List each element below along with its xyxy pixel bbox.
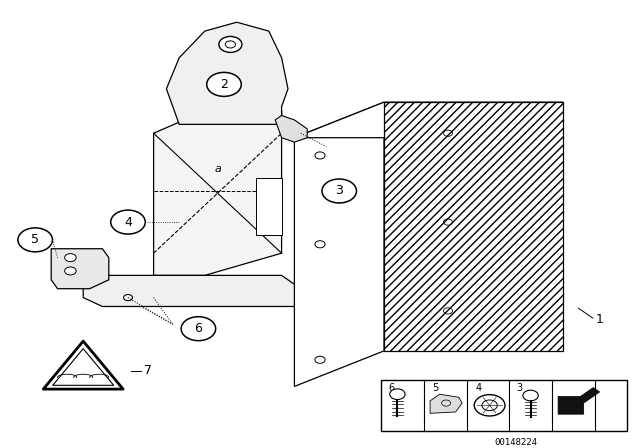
Circle shape (181, 317, 216, 340)
Circle shape (111, 210, 145, 234)
Circle shape (322, 179, 356, 203)
Text: 5: 5 (432, 383, 438, 393)
Text: 3: 3 (516, 383, 523, 393)
Text: 3: 3 (335, 185, 343, 198)
Text: 00148224: 00148224 (495, 438, 538, 447)
Polygon shape (256, 178, 282, 235)
Circle shape (65, 254, 76, 262)
Polygon shape (430, 394, 462, 414)
Text: 4: 4 (124, 215, 132, 228)
Polygon shape (154, 111, 282, 276)
Text: 2: 2 (220, 78, 228, 91)
Polygon shape (83, 276, 294, 306)
Text: 5: 5 (31, 233, 39, 246)
Polygon shape (44, 341, 123, 389)
Circle shape (390, 389, 405, 400)
Circle shape (219, 36, 242, 52)
Circle shape (207, 73, 241, 96)
Polygon shape (166, 22, 288, 125)
Polygon shape (384, 102, 563, 351)
Circle shape (523, 390, 538, 401)
Text: 4: 4 (476, 383, 482, 393)
Polygon shape (51, 249, 109, 289)
Text: 6: 6 (195, 322, 202, 335)
Circle shape (18, 228, 52, 252)
Circle shape (474, 395, 505, 416)
Polygon shape (294, 102, 563, 138)
Text: 6: 6 (388, 383, 395, 393)
Polygon shape (558, 388, 600, 414)
Bar (381, 380, 627, 431)
Text: 1: 1 (595, 313, 603, 326)
Text: a: a (214, 164, 221, 174)
Polygon shape (275, 116, 307, 142)
Polygon shape (294, 102, 384, 387)
Text: 7: 7 (144, 364, 152, 377)
Circle shape (65, 267, 76, 275)
